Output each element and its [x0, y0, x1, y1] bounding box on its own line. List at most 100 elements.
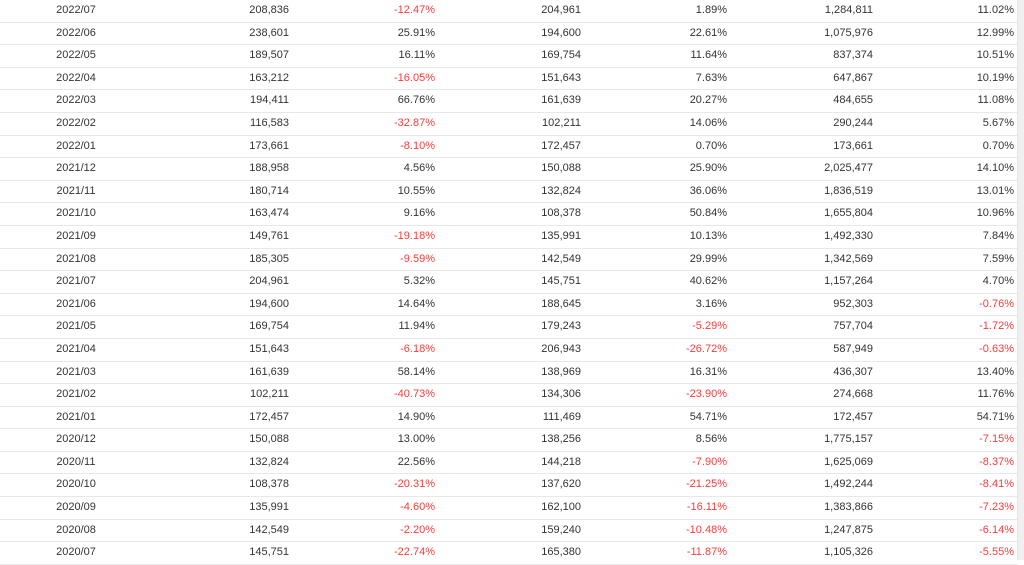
table-cell: 14.64%	[397, 297, 435, 310]
table-cell: -12.47%	[394, 4, 435, 16]
table-cell: 2021/09	[56, 229, 96, 242]
table-cell: 173,661	[833, 139, 873, 152]
table-cell: 0.70%	[695, 139, 727, 152]
table-cell: 151,643	[541, 71, 581, 84]
table-cell: 150,088	[541, 162, 581, 175]
table-cell: 22.61%	[689, 26, 727, 39]
table-cell: 7.59%	[982, 252, 1014, 265]
table-row: 2021/07 204,961 5.32% 145,751 40.62% 1,157,26…	[0, 271, 1018, 294]
table-cell: 1,157,264	[824, 275, 873, 288]
table-cell: -16.11%	[686, 501, 727, 514]
table-cell: 16.11%	[398, 49, 436, 62]
table-cell: -6.14%	[979, 523, 1014, 536]
table-cell: 274,668	[833, 388, 873, 401]
table-cell: -8.10%	[400, 139, 435, 152]
table-cell: -5.29%	[692, 320, 727, 333]
table-cell: 3.16%	[695, 297, 727, 310]
table-cell: 58.14%	[397, 365, 435, 378]
table-cell: 837,374	[833, 49, 873, 62]
table-cell: 102,211	[250, 388, 289, 401]
table-cell: 204,961	[541, 4, 581, 16]
table-cell: -8.41%	[979, 478, 1014, 491]
table-cell: -7.90%	[692, 455, 727, 468]
table-cell: 132,824	[541, 184, 581, 197]
table-cell: 169,754	[541, 49, 581, 62]
table-cell: -7.23%	[979, 501, 1014, 514]
table-row: 2020/10 108,378 -20.31% 137,620 -21.25% 1,492…	[0, 474, 1018, 498]
table-cell: -4.60%	[400, 501, 435, 514]
table-cell: 179,243	[541, 320, 581, 333]
table-cell: 145,751	[249, 546, 289, 559]
table-cell: 587,949	[833, 342, 873, 355]
table-cell: 194,600	[541, 26, 581, 39]
table-row: 2021/02 102,211 -40.73% 134,306 -23.90% 274,6…	[0, 384, 1018, 407]
table-cell: 436,307	[833, 365, 873, 378]
table-cell: 142,549	[249, 523, 289, 536]
table-cell: 50.84%	[689, 207, 727, 220]
table-cell: -1.72%	[979, 320, 1014, 333]
table-cell: 1,247,875	[824, 523, 873, 536]
table-cell: -20.31%	[394, 478, 435, 491]
table-row: 2020/09 135,991 -4.60% 162,100 -16.11% 1,383,…	[0, 497, 1018, 520]
table-cell: 20.27%	[689, 94, 727, 107]
table-cell: 1,836,519	[824, 184, 873, 197]
table-cell: 172,457	[249, 410, 289, 423]
table-cell: -5.55%	[979, 546, 1014, 559]
table-cell: 11.76%	[977, 388, 1015, 401]
table-cell: 134,306	[541, 388, 581, 401]
table-cell: 145,751	[541, 275, 581, 288]
table-cell: 10.19%	[976, 71, 1014, 84]
table-cell: 484,655	[833, 94, 873, 107]
table-cell: 25.91%	[397, 26, 435, 39]
table-cell: 180,714	[249, 184, 289, 197]
table-cell: 54.71%	[689, 410, 727, 423]
table-cell: 151,643	[249, 342, 289, 355]
table-cell: 144,218	[541, 455, 581, 468]
table-cell: 2022/06	[56, 26, 96, 39]
table-row: 2021/03 161,639 58.14% 138,969 16.31% 436,307…	[0, 362, 1018, 385]
table-cell: 11.02%	[977, 4, 1015, 16]
table-row: 2020/07 145,751 -22.74% 165,380 -11.87% 1,105…	[0, 542, 1018, 565]
table-cell: 194,600	[249, 297, 289, 310]
table-cell: 13.00%	[397, 433, 435, 446]
table-cell: 2021/08	[56, 252, 96, 265]
table-cell: 11.08%	[977, 94, 1015, 107]
table-cell: 2020/08	[56, 523, 96, 536]
table-cell: 206,943	[541, 342, 581, 355]
table-cell: 138,969	[541, 365, 581, 378]
table-cell: 172,457	[833, 410, 873, 423]
table-cell: -23.90%	[686, 388, 727, 401]
table-cell: 132,824	[249, 455, 289, 468]
table-cell: 163,212	[249, 71, 289, 84]
table-cell: -26.72%	[686, 342, 727, 355]
table-cell: -2.20%	[400, 523, 435, 536]
table-cell: 2021/03	[56, 365, 96, 378]
table-row: 2021/06 194,600 14.64% 188,645 3.16% 952,303 -…	[0, 294, 1018, 317]
table-cell: 165,380	[541, 546, 581, 559]
table-cell: 10.51%	[976, 49, 1014, 62]
table-cell: 159,240	[541, 523, 581, 536]
table-cell: 111,469	[542, 410, 581, 423]
table-cell: 10.55%	[397, 184, 435, 197]
table-cell: 137,620	[541, 478, 581, 491]
table-cell: 238,601	[249, 26, 289, 39]
table-cell: 173,661	[249, 139, 289, 152]
table-row: 2020/08 142,549 -2.20% 159,240 -10.48% 1,247,…	[0, 520, 1018, 543]
table-cell: 2021/06	[56, 297, 96, 310]
table-cell: 40.62%	[689, 275, 727, 288]
table-cell: -22.74%	[394, 546, 435, 559]
table-cell: 2021/12	[56, 162, 96, 175]
table-cell: 952,303	[833, 297, 873, 310]
table-cell: 25.90%	[689, 162, 727, 175]
table-cell: -40.73%	[394, 388, 435, 401]
table-cell: 2021/10	[56, 207, 96, 220]
table-cell: 2022/03	[56, 94, 96, 107]
table-row: 2020/12 150,088 13.00% 138,256 8.56% 1,775,15…	[0, 429, 1018, 452]
table-cell: 9.16%	[403, 207, 435, 220]
table-cell: 54.71%	[976, 410, 1014, 423]
vertical-scrollbar[interactable]	[1017, 0, 1024, 560]
table-cell: 13.01%	[976, 184, 1014, 197]
table-cell: -10.48%	[686, 523, 727, 536]
table-cell: 1,075,976	[824, 26, 873, 39]
table-cell: 11.64%	[690, 49, 728, 62]
